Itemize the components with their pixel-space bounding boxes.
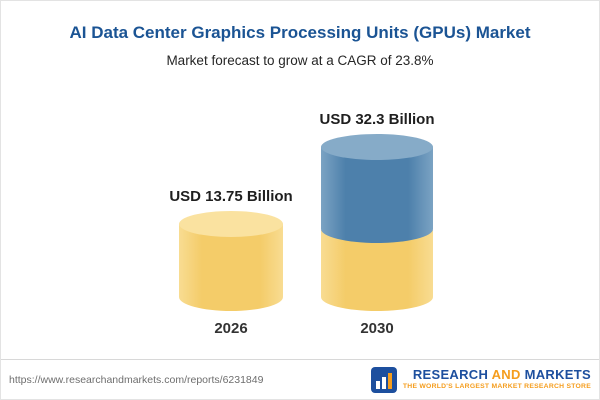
logo-text: RESEARCH AND MARKETS THE WORLD'S LARGEST… <box>402 367 591 391</box>
researchandmarkets-logo: RESEARCH AND MARKETS THE WORLD'S LARGEST… <box>370 366 591 393</box>
chart-subtitle: Market forecast to grow at a CAGR of 23.… <box>166 53 434 68</box>
bar-2026: USD 13.75 Billion 2026 <box>169 188 292 337</box>
bar-2026-top-ellipse <box>179 210 283 237</box>
logo-word-markets: MARKETS <box>524 367 591 383</box>
logo-word-research: RESEARCH <box>412 367 489 383</box>
bar-2026-body <box>179 223 283 311</box>
bar-2030-base-segment <box>321 229 433 311</box>
bar-2030-category-label: 2030 <box>360 320 394 337</box>
logo-word-and: AND <box>491 367 521 383</box>
bar-2030-value-label: USD 32.3 Billion <box>319 110 435 128</box>
bar-2030-top-ellipse <box>321 133 433 160</box>
logo-tagline: THE WORLD'S LARGEST MARKET RESEARCH STOR… <box>402 383 591 391</box>
researchandmarkets-logo-icon <box>370 366 397 393</box>
footer: https://www.researchandmarkets.com/repor… <box>1 359 599 399</box>
bar-2030: USD 32.3 Billion 2030 <box>319 111 434 337</box>
bar-2026-category-label: 2026 <box>214 320 248 337</box>
logo-name: RESEARCH AND MARKETS <box>412 367 591 383</box>
chart-title: AI Data Center Graphics Processing Units… <box>69 23 531 42</box>
report-url: https://www.researchandmarkets.com/repor… <box>9 373 264 386</box>
bar-2030-growth-segment <box>321 146 433 243</box>
bar-2026-value-label: USD 13.75 Billion <box>169 187 293 205</box>
